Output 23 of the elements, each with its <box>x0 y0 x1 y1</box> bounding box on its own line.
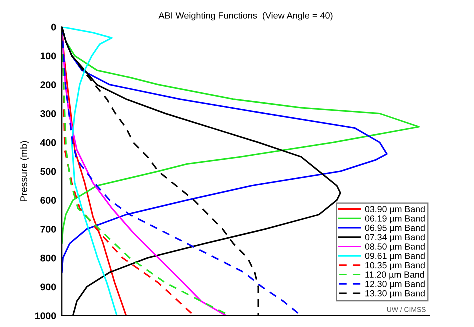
y-tick-label: 1000 <box>36 312 56 320</box>
y-tick-label: 300 <box>40 110 56 118</box>
y-tick-label: 500 <box>40 168 56 176</box>
y-tick-label: 400 <box>40 139 56 146</box>
y-tick-label: 900 <box>40 284 56 291</box>
legend-label: 12.30 µm Band <box>366 280 425 290</box>
y-axis-title: Pressure (mb) <box>20 141 30 202</box>
legend-label: 08.50 µm Band <box>365 243 425 252</box>
y-tick-label: 200 <box>40 82 56 89</box>
legend-label: 06.19 µm Band <box>365 215 425 224</box>
legend-label: 09.61 µm Band <box>365 252 425 262</box>
y-tick-label: 600 <box>40 197 56 204</box>
legend-label: 13.30 µm Band <box>366 290 425 298</box>
legend-label: 06.95 µm Band <box>365 224 425 233</box>
y-tick-label: 100 <box>40 52 56 60</box>
legend-label: 03.90 µm Band <box>365 206 425 214</box>
y-tick-label: 0 <box>52 24 56 31</box>
y-tick-label: 800 <box>40 254 56 262</box>
legend-label: 10.35 µm Band <box>366 262 425 270</box>
legend-label: 11.20 µm Band <box>366 271 424 280</box>
legend-label: 07.34 µm Band <box>365 234 425 242</box>
y-tick-label: 700 <box>40 226 56 233</box>
chart-title: ABI Weighting Functions (View Angle = 40) <box>158 12 333 21</box>
